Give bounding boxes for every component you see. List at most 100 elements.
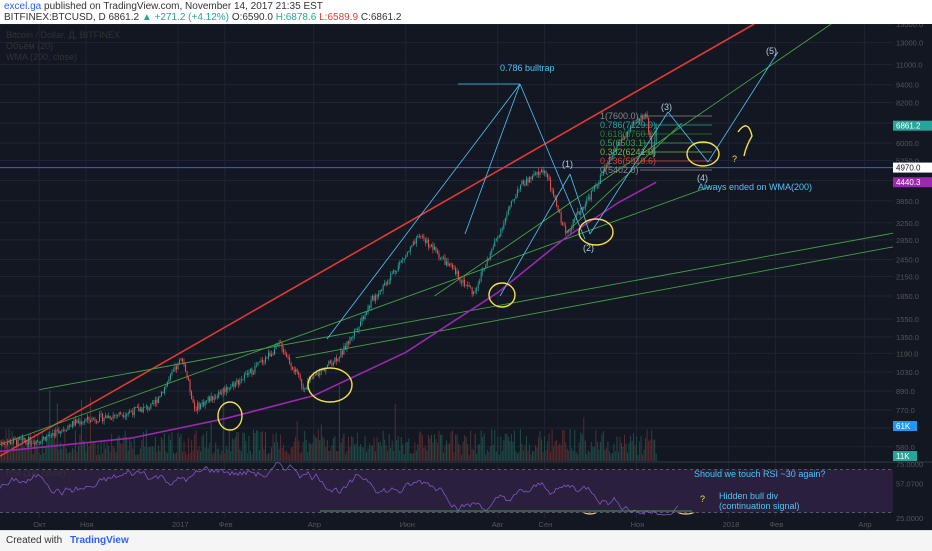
volume-bar [49,389,51,461]
volume-bar [473,450,475,461]
volume-bar [477,444,479,461]
y-tick-label: 11000.0 [896,60,923,69]
x-tick-label: Июн [400,520,415,529]
volume-bar [335,450,337,461]
volume-bar [630,436,632,461]
volume-bar [652,439,654,461]
volume-bar [645,437,647,461]
green-trend-line [565,122,683,234]
volume-bar [442,452,444,461]
candle-body [177,362,179,370]
candle-body [26,441,28,445]
candle-body [49,435,51,436]
volume-bar [429,438,431,461]
volume-bar [509,441,511,461]
candle-body [90,420,92,422]
volume-bar [589,452,591,461]
candle-body [182,358,184,362]
candle-body [376,295,378,297]
candle-body [634,122,636,124]
candle-body [58,429,60,434]
candle-body [353,329,355,336]
candle-body [346,341,348,350]
volume-bar [148,446,150,461]
volume-bar [126,437,128,461]
wma-line [0,181,657,453]
candle-body [61,429,63,432]
candle-body [566,230,568,233]
candle-body [80,423,82,425]
volume-bar [492,444,494,461]
volume-bar [577,454,579,461]
candle-body [188,377,190,380]
price-change: ▲ +271.2 (+4.12%) [141,12,230,23]
volume-bar [433,434,435,461]
volume-bar [476,453,478,461]
volume-bar [396,439,398,461]
volume-bar [200,451,202,461]
candle-body [221,392,223,395]
green-trend-line [0,185,711,446]
tradingview-logo[interactable]: TradingView [70,535,129,546]
volume-bar [0,448,1,461]
candle-body [62,429,64,431]
volume-bar [216,448,218,461]
volume-bar [299,453,301,461]
candle-body [8,440,10,443]
symbol-line: BITFINEX:BTCUSD, D 6861.2 ▲ +271.2 (+4.1… [4,12,401,23]
chart-area[interactable]: 1(7600.0)0.786(7129.0)0.618(6760.9)0.5(6… [0,24,932,530]
volume-bar [326,440,328,461]
candle-body [53,433,55,437]
candle-body [210,396,212,402]
volume-bar [338,385,340,461]
volume-bar [619,436,621,461]
candle-body [433,246,435,250]
candle-body [495,238,497,241]
candle-body [272,354,274,356]
footer: Created with TradingView [0,530,932,551]
volume-bar [554,441,556,461]
volume-bar [358,446,360,461]
candle-body [106,415,108,418]
author-link[interactable]: excel.ga [4,1,42,12]
volume-bar [175,452,177,461]
candle-body [201,402,203,404]
volume-bar [281,447,283,461]
candle-body [68,425,70,427]
candle-body [174,366,176,371]
candle-body [533,173,535,176]
volume-bar [640,436,642,461]
volume-bar [240,451,242,461]
question-mark: ? [732,154,737,164]
candle-body [341,350,343,355]
y-tick-label: 580.0 [896,443,915,452]
price-tag: 4440.3 [893,177,932,188]
volume-bar [590,441,592,461]
candle-body [521,180,523,185]
volume-bar [400,437,402,461]
volume-bar [62,444,64,461]
volume-bar [177,433,179,461]
candle-body [47,435,49,437]
volume-bar [10,451,12,461]
candle-body [627,131,629,136]
volume-bar [596,441,598,461]
candle-body [399,262,401,266]
candle-body [165,385,167,388]
volume-bar [501,451,503,461]
rsi-band [0,469,893,513]
volume-bar [510,434,512,461]
volume-bar [642,454,644,461]
candle-body [568,230,570,232]
candle-body [565,226,567,233]
candle-body [77,421,79,423]
candle-body [266,357,268,359]
candle-body [19,437,21,439]
volume-bar [117,436,119,461]
volume-bar [565,442,567,461]
volume-bar [302,442,304,461]
candle-body [417,235,419,238]
volume-bar [234,437,236,461]
volume-bar [179,437,181,461]
candle-body [584,204,586,209]
